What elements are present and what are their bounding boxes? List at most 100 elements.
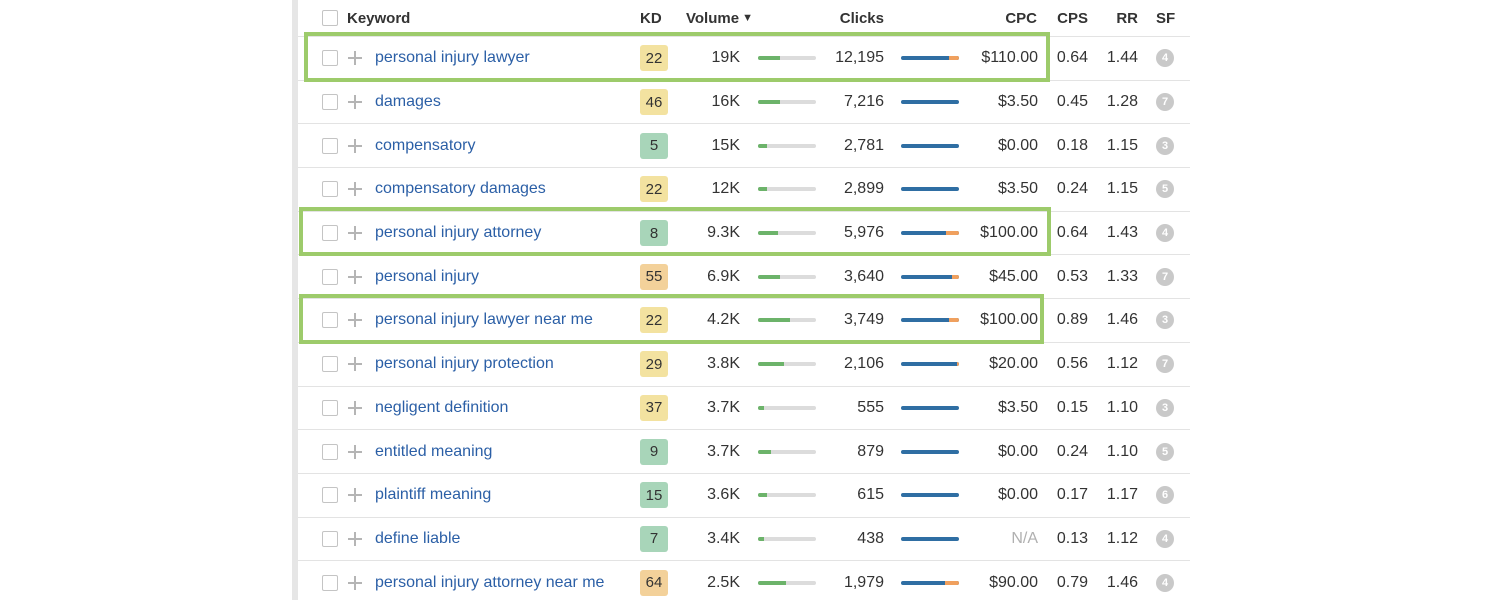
sf-badge[interactable]: 3 [1156,136,1174,155]
sf-badge[interactable]: 4 [1156,573,1174,592]
sf-badge[interactable]: 6 [1156,486,1174,505]
row-checkbox[interactable] [322,181,338,198]
row-checkbox[interactable] [322,268,338,285]
add-keyword-icon[interactable] [348,51,362,66]
cpc-value: $3.50 [997,93,1038,111]
volume-bar [758,580,816,585]
volume-value: 4.2K [707,311,740,329]
add-keyword-icon[interactable] [348,357,362,372]
add-keyword-icon[interactable] [348,400,362,415]
row-checkbox[interactable] [322,487,338,504]
table-row: plaintiff meaning 15 3.6K 615 $0.00 0.17… [298,472,1190,517]
add-keyword-icon[interactable] [348,488,362,503]
kd-badge: 64 [640,569,668,596]
row-checkbox[interactable] [322,574,338,591]
add-keyword-icon[interactable] [348,313,362,328]
keyword-link[interactable]: compensatory [375,136,476,154]
keyword-link[interactable]: damages [375,93,441,111]
row-checkbox[interactable] [322,312,338,329]
row-checkbox[interactable] [322,225,338,242]
rr-value: 1.17 [1106,486,1138,504]
clicks-bar [901,143,959,148]
kd-badge: 5 [640,132,668,159]
column-rr[interactable]: RR [1116,9,1138,27]
volume-value: 3.7K [707,398,740,416]
add-keyword-icon[interactable] [348,269,362,284]
volume-bar-fill [758,318,790,323]
rr-value: 1.12 [1106,355,1138,373]
keyword-link[interactable]: personal injury attorney [375,224,542,242]
add-keyword-icon[interactable] [348,531,362,546]
keyword-link[interactable]: entitled meaning [375,442,493,460]
keyword-link[interactable]: compensatory damages [375,180,546,198]
column-kd[interactable]: KD [640,9,662,27]
clicks-bar [901,100,959,105]
clicks-bar [901,362,959,367]
column-cps[interactable]: CPS [1057,9,1088,27]
volume-bar-fill [758,100,781,105]
keyword-link[interactable]: plaintiff meaning [375,486,492,504]
add-keyword-icon[interactable] [348,575,362,590]
column-volume[interactable]: Volume ▼ [686,0,753,36]
cpc-value: $0.00 [997,486,1038,504]
keyword-link[interactable]: personal injury [375,267,480,285]
volume-bar [758,536,816,541]
cps-value: 0.64 [1056,224,1088,242]
volume-bar-fill [758,580,786,585]
table-row: personal injury 55 6.9K 3,640 $45.00 0.5… [298,254,1190,298]
row-checkbox[interactable] [322,50,338,67]
clicks-paid-fill [948,56,959,61]
table-row: damages 46 16K 7,216 $3.50 0.45 1.28 7 [298,79,1190,124]
keyword-link[interactable]: personal injury lawyer near me [375,311,593,329]
volume-value: 15K [711,136,740,154]
row-checkbox[interactable] [322,94,338,111]
sf-badge[interactable]: 3 [1156,311,1174,330]
volume-bar [758,56,816,61]
volume-bar-fill [758,143,767,148]
add-keyword-icon[interactable] [348,226,362,241]
sf-badge[interactable]: 3 [1156,398,1174,417]
clicks-value: 615 [857,486,884,504]
cps-value: 0.13 [1056,529,1088,547]
column-clicks[interactable]: Clicks [839,9,884,27]
volume-bar-fill [758,536,764,541]
keyword-link[interactable]: personal injury protection [375,355,554,373]
sf-badge[interactable]: 4 [1156,49,1174,68]
add-keyword-icon[interactable] [348,138,362,153]
sf-badge[interactable]: 5 [1156,442,1174,461]
row-checkbox[interactable] [322,443,338,460]
table-row: negligent definition 37 3.7K 555 $3.50 0… [298,385,1190,430]
add-keyword-icon[interactable] [348,444,362,459]
add-keyword-icon[interactable] [348,182,362,197]
row-checkbox[interactable] [322,137,338,154]
row-checkbox[interactable] [322,530,338,547]
sf-badge[interactable]: 7 [1156,267,1174,286]
volume-bar-fill [758,362,785,367]
sf-badge[interactable]: 5 [1156,180,1174,199]
column-keyword[interactable]: Keyword [347,9,411,27]
keyword-link[interactable]: define liable [375,529,461,547]
sf-badge[interactable]: 4 [1156,529,1174,548]
cpc-value: $0.00 [997,136,1038,154]
sf-badge[interactable]: 7 [1156,93,1174,112]
keyword-link[interactable]: personal injury attorney near me [375,573,605,591]
clicks-bar [901,493,959,498]
kd-badge: 22 [640,45,668,72]
column-sf[interactable]: SF [1156,9,1176,27]
sf-badge[interactable]: 4 [1156,224,1174,243]
keyword-link[interactable]: negligent definition [375,398,509,416]
sf-badge[interactable]: 7 [1156,355,1174,374]
keyword-link[interactable]: personal injury lawyer [375,49,530,67]
clicks-bar [901,56,959,61]
row-checkbox[interactable] [322,399,338,416]
row-checkbox[interactable] [322,356,338,373]
table-body: personal injury lawyer 22 19K 12,195 $11… [298,36,1190,604]
add-keyword-icon[interactable] [348,95,362,110]
cpc-value: $3.50 [997,180,1038,198]
kd-badge: 15 [640,482,668,509]
select-all-checkbox[interactable] [322,10,338,26]
column-cpc[interactable]: CPC [1005,9,1037,27]
cpc-value: $3.50 [997,398,1038,416]
clicks-value: 2,106 [843,355,884,373]
cps-value: 0.24 [1056,180,1088,198]
